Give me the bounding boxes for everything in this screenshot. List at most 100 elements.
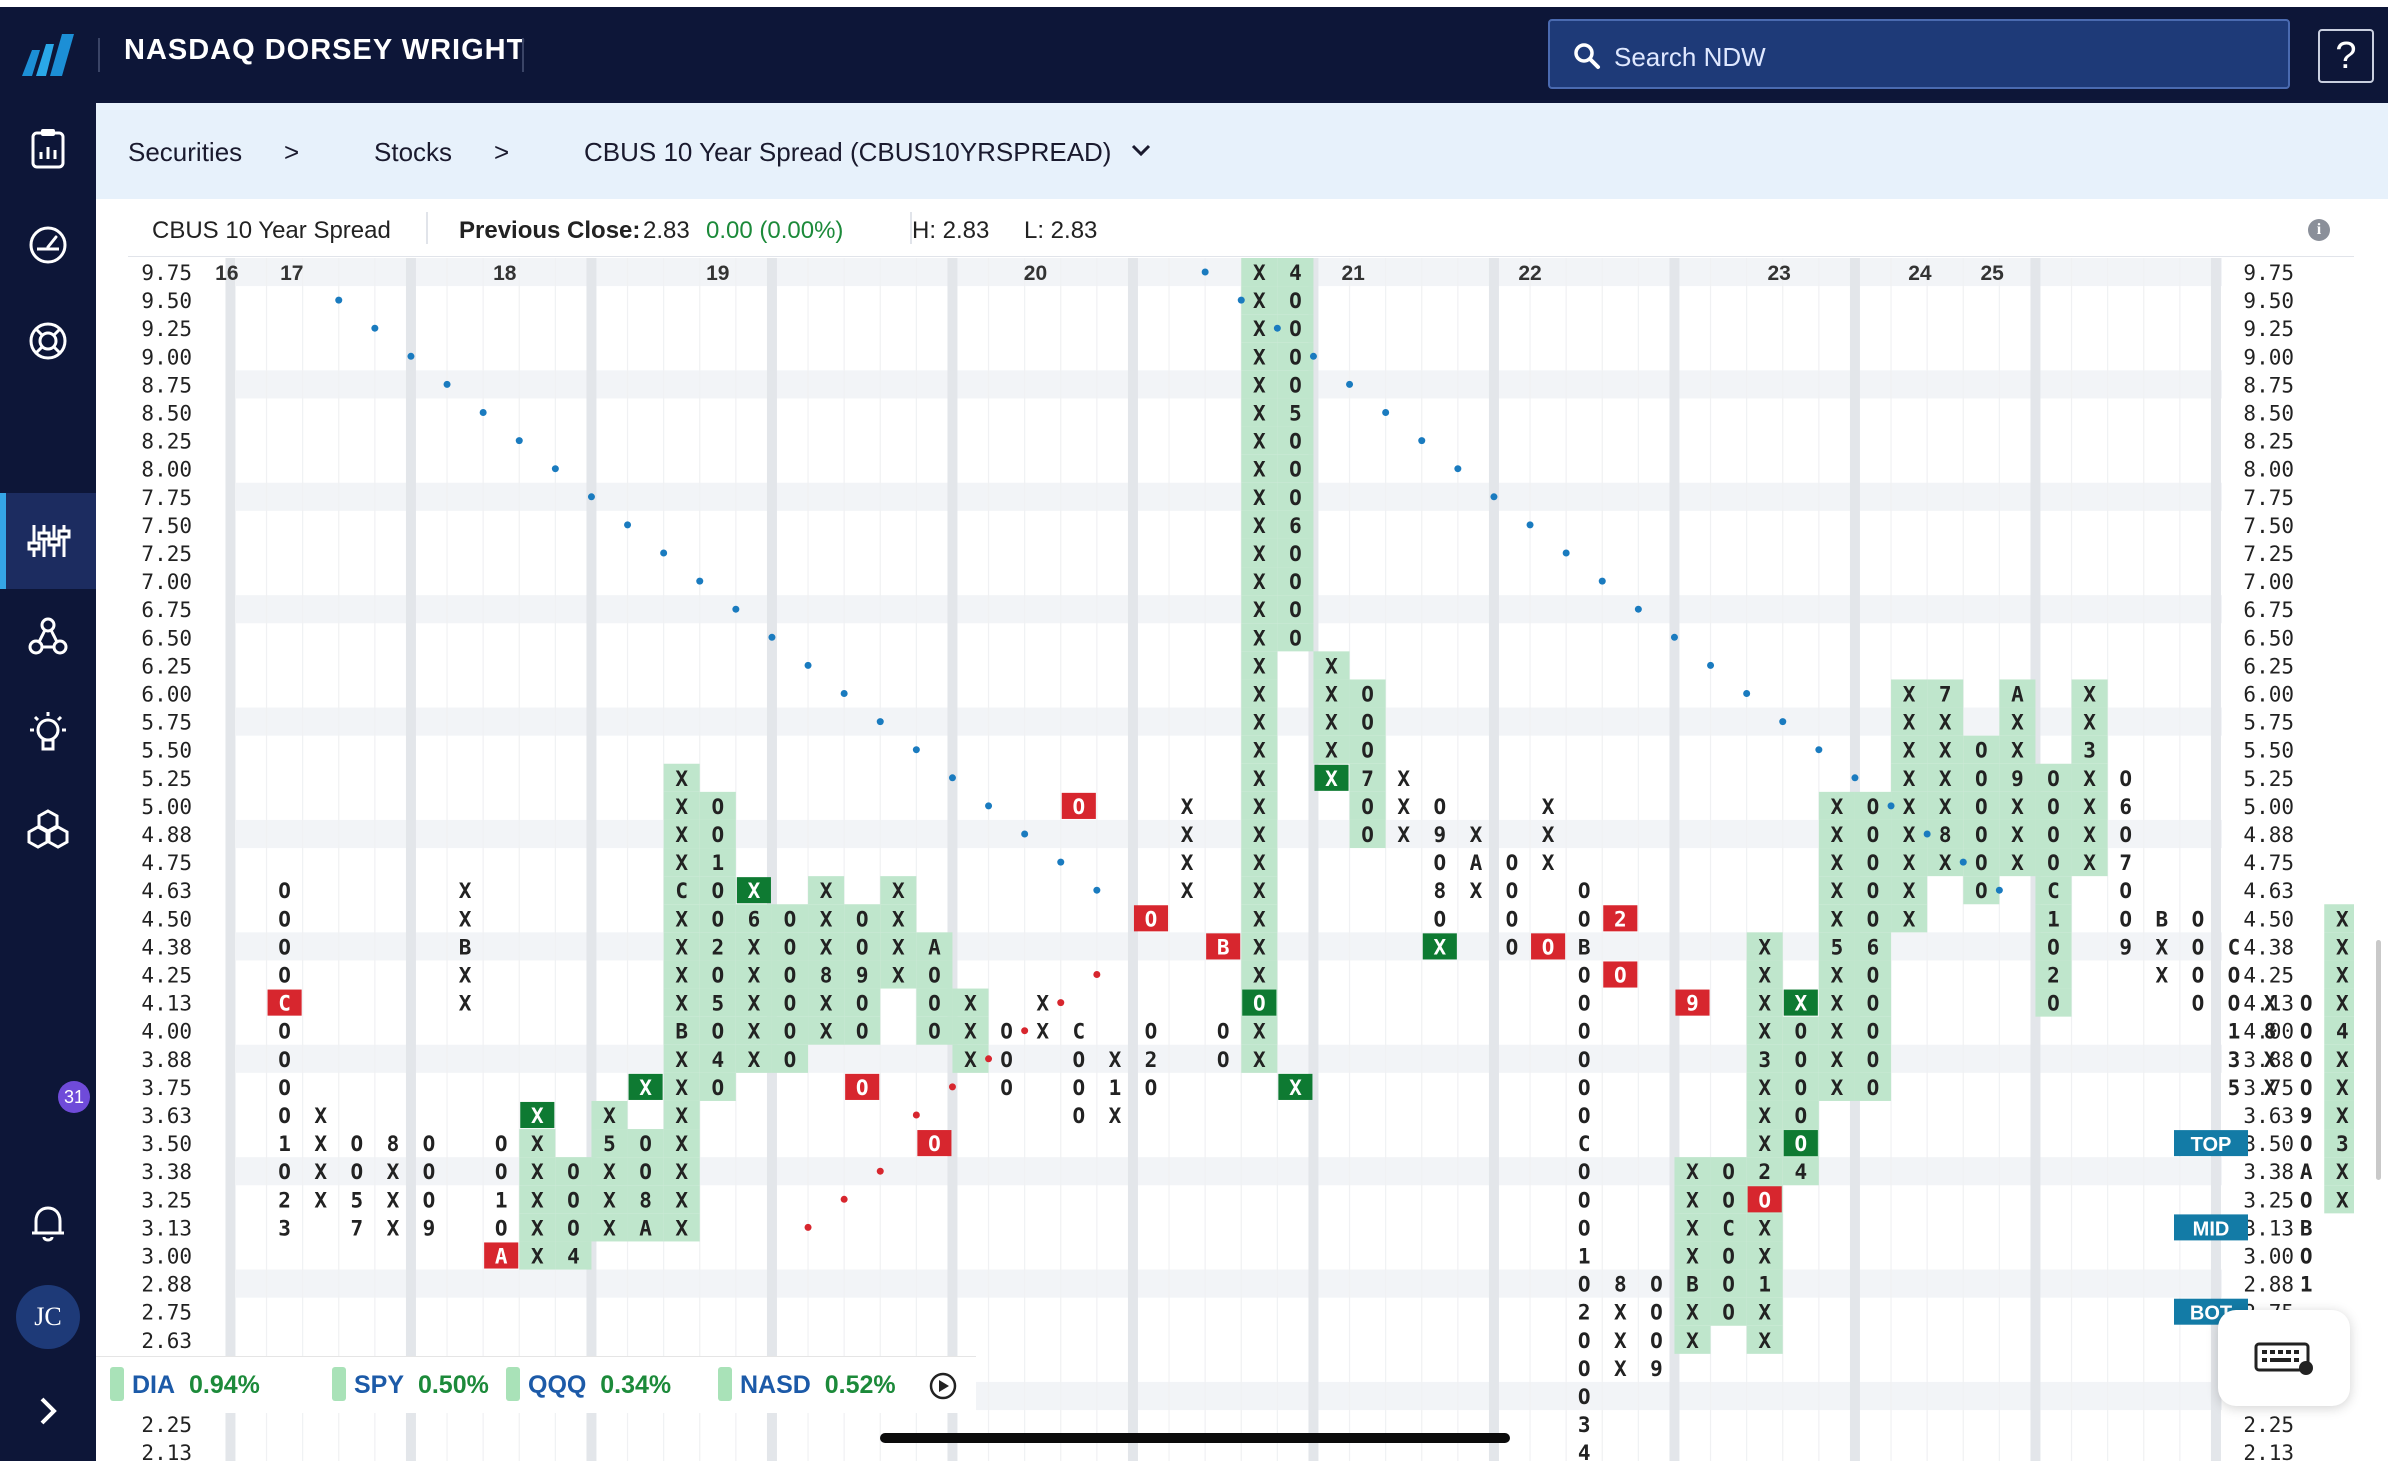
ticker-qqq[interactable]: QQQ 0.34%: [506, 1367, 671, 1401]
box-mark: 8: [387, 1132, 400, 1156]
top-strip: [0, 0, 2388, 7]
box-bg: [952, 1016, 989, 1045]
ticker-swatch: [718, 1367, 732, 1401]
price-label-right: 5.75: [2243, 711, 2294, 735]
box-mark: O: [2047, 823, 2060, 847]
box-mark: O: [278, 935, 291, 959]
nasdaq-logo-icon[interactable]: [18, 30, 78, 80]
box-mark: 7: [2119, 851, 2132, 875]
box-mark: X: [2083, 767, 2096, 791]
box-mark: X: [748, 935, 761, 959]
breadcrumb-securities[interactable]: Securities: [128, 137, 243, 167]
box-mark: X: [603, 1160, 616, 1184]
scrollbar[interactable]: [2376, 940, 2381, 1180]
box-mark: O: [1867, 1020, 1880, 1044]
box-mark: O: [2119, 907, 2132, 931]
reversal-mark: O: [1072, 795, 1085, 819]
sliders-icon[interactable]: [24, 517, 72, 565]
box-mark: O: [1578, 1329, 1591, 1353]
life-ring-icon[interactable]: [24, 317, 72, 365]
breadcrumb-stocks[interactable]: Stocks: [374, 137, 453, 167]
box-mark: O: [1867, 1076, 1880, 1100]
price-label-right: 2.25: [2243, 1413, 2294, 1437]
price-label-left: 3.88: [141, 1048, 192, 1072]
expand-chevron-icon[interactable]: [30, 1393, 66, 1429]
box-bg: [1241, 258, 1278, 287]
box-mark: X: [1903, 851, 1916, 875]
ticker-spy[interactable]: SPY 0.50%: [332, 1367, 489, 1401]
cubes-icon[interactable]: [24, 805, 72, 853]
box-mark: 3: [2083, 739, 2096, 763]
box-mark: X: [1325, 739, 1338, 763]
box-bg: [2324, 932, 2354, 961]
box-mark: 1: [2228, 1020, 2241, 1044]
box-mark: X: [1253, 598, 1266, 622]
box-bg: [1241, 707, 1278, 736]
box-mark: A: [1470, 851, 1483, 875]
box-bg: [663, 876, 700, 905]
trend-dot-blue: [1887, 802, 1895, 810]
box-bg: [1999, 707, 2036, 736]
box-bg: [1854, 932, 1892, 961]
box-mark: O: [2228, 964, 2241, 988]
box-mark: O: [1975, 767, 1988, 791]
box-mark: X: [2264, 992, 2277, 1016]
box-mark: X: [748, 1048, 761, 1072]
info-icon[interactable]: i: [2308, 219, 2330, 241]
box-bg: [1854, 988, 1892, 1017]
box-mark: X: [1686, 1301, 1699, 1325]
trend-dot-blue: [479, 409, 487, 416]
box-mark: X: [2264, 1048, 2277, 1072]
box-mark: X: [1614, 1329, 1627, 1353]
box-bg: [1963, 763, 2000, 792]
box-bg: [591, 1157, 628, 1186]
box-mark: O: [856, 935, 869, 959]
box-mark: 5: [711, 992, 724, 1016]
box-mark: C: [2047, 879, 2060, 903]
price-label-right: 5.25: [2243, 767, 2294, 791]
trend-dot-red: [985, 1055, 993, 1063]
box-mark: O: [1217, 1048, 1230, 1072]
ticker-dia[interactable]: DIA 0.94%: [110, 1367, 260, 1401]
box-bg: [1927, 819, 1964, 849]
box-mark: O: [1000, 1076, 1013, 1100]
box-bg: [1746, 1129, 1783, 1158]
box-bg: [1313, 679, 1350, 708]
keyboard-button[interactable]: [2218, 1310, 2350, 1406]
trend-dot-blue: [912, 746, 920, 754]
user-avatar[interactable]: JC: [16, 1285, 80, 1349]
marker-box: [2174, 1130, 2248, 1157]
box-bg: [880, 932, 917, 961]
network-icon[interactable]: [24, 613, 72, 661]
bell-icon[interactable]: [24, 1199, 72, 1247]
box-bg: [1313, 651, 1350, 680]
box-bg: [1710, 1269, 1747, 1298]
reversal-mark: O: [1614, 964, 1627, 988]
breadcrumb-separator: >: [284, 137, 300, 167]
box-mark: X: [675, 767, 688, 791]
box-mark: B: [459, 935, 472, 959]
box-bg: [844, 1016, 881, 1045]
box-bg: [1891, 735, 1928, 764]
clipboard-chart-icon[interactable]: [24, 125, 72, 173]
box-mark: O: [1650, 1329, 1663, 1353]
box-bg: [1277, 314, 1314, 343]
box-bg: [1277, 567, 1314, 596]
chevron-down-icon[interactable]: [1130, 143, 1152, 159]
price-label-right: 4.88: [2243, 823, 2294, 847]
box-bg: [1818, 819, 1855, 849]
box-bg: [2035, 988, 2072, 1017]
box-mark: X: [675, 1188, 688, 1212]
help-button[interactable]: ?: [2318, 29, 2374, 83]
box-mark: B: [1578, 935, 1591, 959]
gauge-icon[interactable]: [24, 221, 72, 269]
lightbulb-icon[interactable]: [24, 709, 72, 757]
price-label-right: 6.00: [2243, 683, 2294, 707]
add-ticker-icon[interactable]: [928, 1371, 958, 1401]
box-mark: X: [820, 935, 833, 959]
ticker-nasd[interactable]: NASD 0.52%: [718, 1367, 896, 1401]
search-input[interactable]: Search NDW: [1548, 19, 2290, 89]
breadcrumb-security[interactable]: CBUS 10 Year Spread (CBUS10YRSPREAD): [584, 137, 1112, 167]
box-mark: X: [2336, 964, 2349, 988]
box-bg: [1746, 1269, 1783, 1298]
